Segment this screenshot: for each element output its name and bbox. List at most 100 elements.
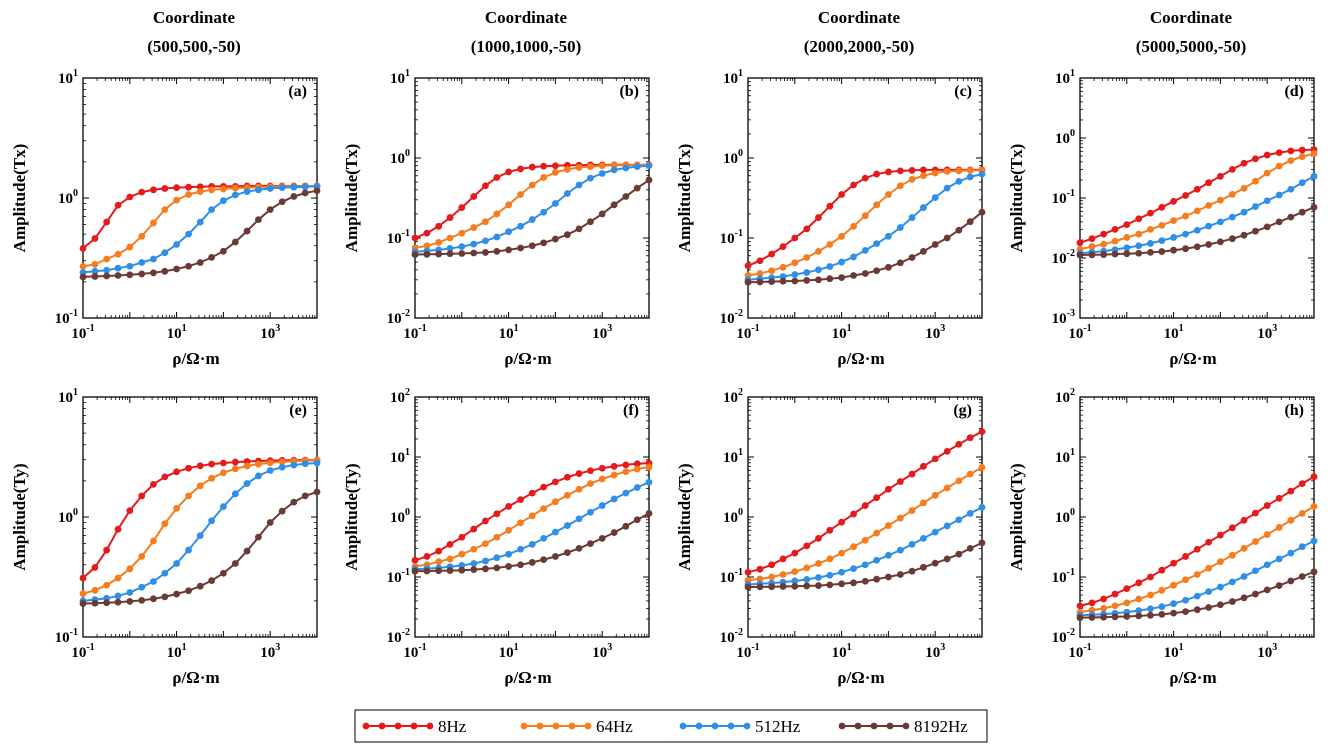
data-point: [470, 193, 478, 200]
data-point: [173, 184, 181, 192]
data-point: [185, 464, 192, 472]
data-point: [173, 196, 181, 204]
data-point: [150, 537, 157, 545]
data-point: [411, 556, 419, 564]
data-point: [885, 522, 892, 529]
data-point: [528, 163, 536, 171]
data-point: [920, 204, 927, 211]
x-tick-exponent: 3: [275, 642, 280, 653]
data-point: [552, 528, 559, 536]
data-point: [931, 194, 939, 201]
data-point: [1298, 509, 1306, 517]
data-point: [575, 544, 583, 552]
data-point: [896, 546, 904, 554]
data-point: [768, 250, 776, 258]
y-tick-exponent: 1: [405, 447, 410, 458]
data-point: [1135, 249, 1143, 257]
data-point: [150, 578, 157, 585]
data-point: [161, 185, 169, 192]
data-point: [645, 509, 653, 517]
data-point: [458, 229, 466, 237]
data-point: [114, 574, 122, 582]
data-point: [185, 230, 192, 238]
panel-label: (e): [289, 402, 307, 419]
data-point: [861, 536, 869, 544]
data-point: [838, 568, 845, 576]
data-point: [552, 498, 559, 506]
panel-g: 10-1 101 10310-210-1100101102ρ/Ω·mAmplitud…: [675, 387, 986, 687]
data-point: [1205, 179, 1213, 187]
data-point: [803, 582, 811, 590]
data-point: [1123, 585, 1131, 593]
data-point: [908, 166, 916, 174]
data-point: [482, 249, 489, 256]
data-point: [955, 550, 963, 558]
data-point: [885, 573, 892, 581]
data-point: [1310, 503, 1318, 510]
x-tick-exponent: -1: [86, 323, 94, 334]
plot-frame: [414, 77, 650, 319]
x-tick-exponent: 1: [182, 642, 187, 653]
data-point: [505, 563, 512, 570]
data-point: [1298, 179, 1306, 187]
data-point: [540, 162, 548, 170]
data-point: [768, 583, 776, 591]
data-point: [1252, 203, 1259, 210]
y-tick-exponent: -2: [735, 308, 743, 319]
series-8192Hz: [411, 176, 653, 259]
data-point: [575, 470, 583, 477]
y-tick-exponent: 0: [73, 188, 78, 199]
data-point: [552, 169, 559, 176]
data-point: [1228, 213, 1236, 221]
data-point: [1158, 611, 1166, 618]
data-point: [91, 235, 99, 242]
data-point: [1252, 227, 1259, 235]
data-point: [587, 480, 594, 488]
data-point: [517, 191, 524, 198]
data-point: [1217, 218, 1224, 226]
y-tick-exponent: 0: [1070, 507, 1075, 518]
data-point: [1123, 244, 1131, 252]
legend-entry: 64Hz: [520, 717, 633, 736]
data-point: [920, 563, 927, 571]
data-point: [1170, 559, 1177, 567]
data-point: [1228, 551, 1236, 559]
data-point: [633, 163, 641, 171]
x-tick-label: 101: [167, 323, 187, 342]
panel-label: (d): [1284, 83, 1304, 100]
y-tick-label: 100: [723, 148, 743, 167]
x-tick-label: 101: [1164, 642, 1184, 661]
data-point: [622, 193, 630, 200]
series-8Hz: [1076, 146, 1318, 247]
data-point: [114, 250, 122, 258]
data-point: [791, 234, 799, 242]
data-point: [803, 225, 811, 233]
data-point: [266, 206, 274, 214]
panel-label: (a): [288, 83, 307, 100]
data-point: [493, 210, 501, 218]
data-point: [1100, 613, 1108, 621]
data-point: [482, 540, 489, 548]
data-point: [173, 590, 181, 598]
data-point: [1263, 223, 1271, 231]
x-tick-exponent: 3: [940, 642, 945, 653]
series-512Hz: [744, 170, 986, 284]
data-point: [861, 246, 869, 254]
data-point: [1240, 544, 1248, 552]
data-point: [79, 245, 87, 252]
data-point: [885, 191, 892, 198]
legend-label: 64Hz: [596, 717, 633, 736]
data-point: [1182, 596, 1189, 604]
data-point: [896, 571, 904, 578]
y-tick-exponent: 1: [73, 68, 78, 79]
y-tick-exponent: 0: [405, 507, 410, 518]
data-point: [931, 455, 939, 463]
data-point: [290, 461, 298, 469]
data-point: [1310, 473, 1318, 481]
data-point: [1263, 169, 1271, 177]
data-point: [978, 170, 986, 178]
data-point: [1182, 212, 1189, 220]
series-64Hz: [411, 463, 653, 570]
x-tick-label: 10-1: [736, 323, 759, 342]
plot-frame: [1079, 396, 1315, 638]
